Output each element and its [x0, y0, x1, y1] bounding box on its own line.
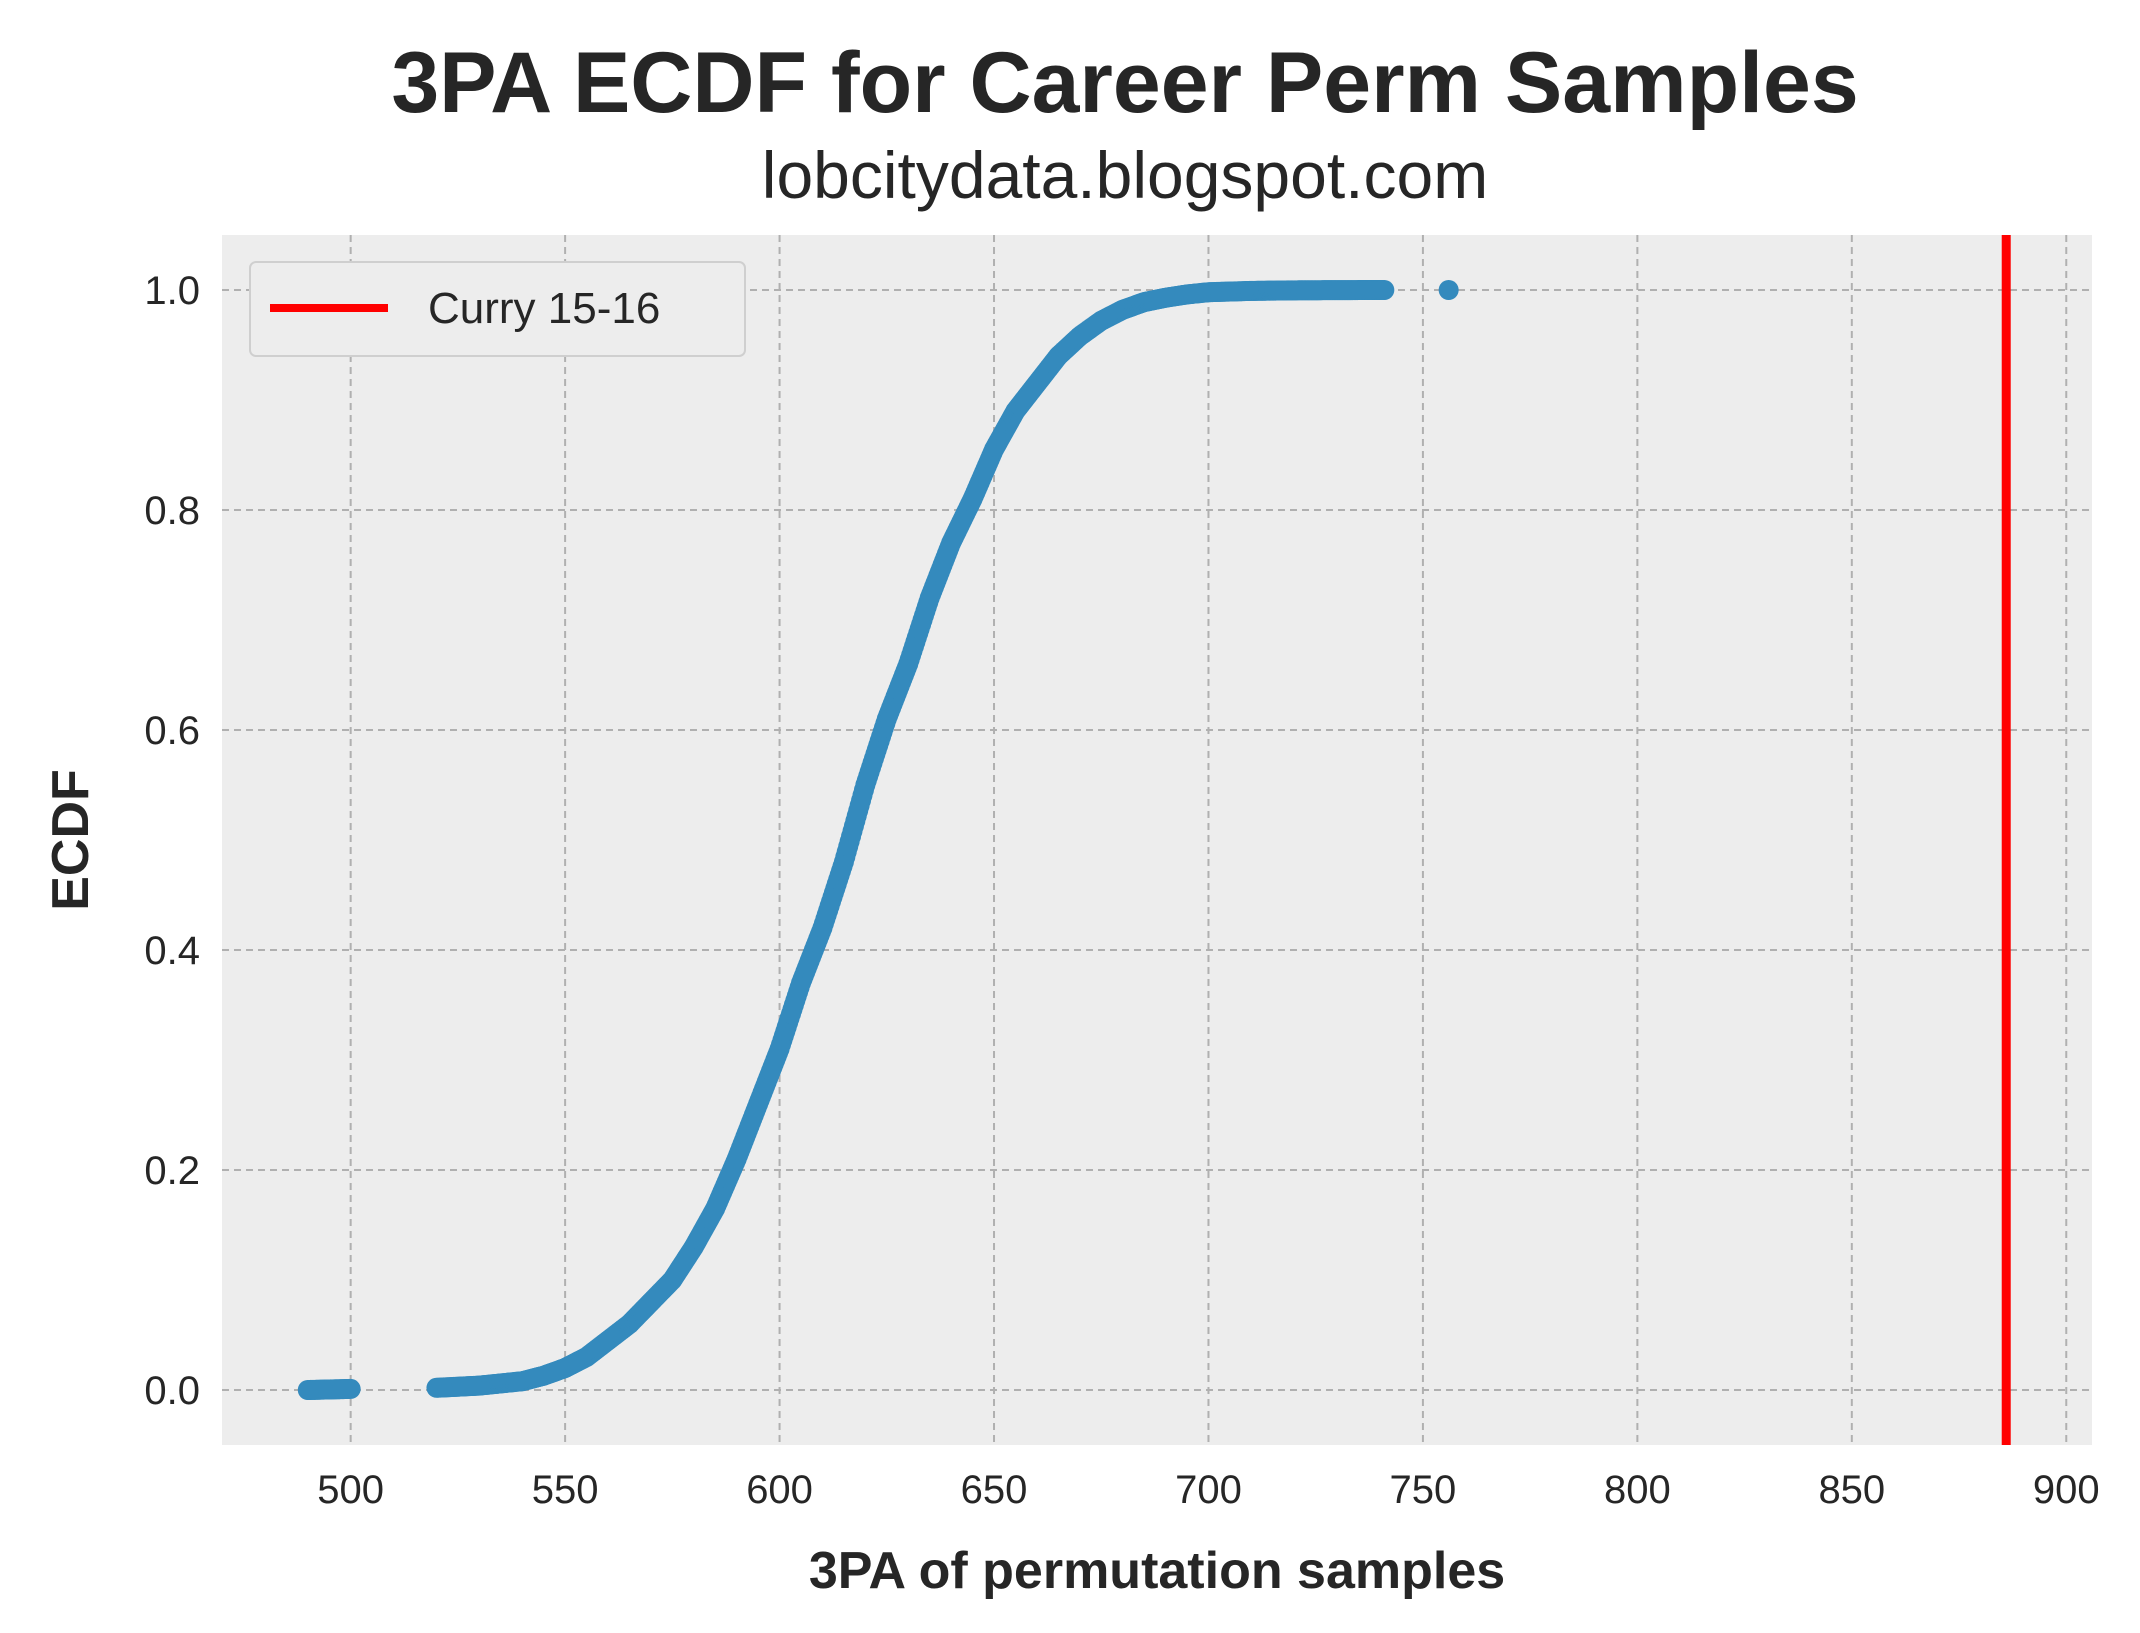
x-tick-label: 550 [532, 1468, 599, 1512]
y-axis-label: ECDF [42, 769, 100, 911]
chart-title: 3PA ECDF for Career Perm Samples [391, 35, 1858, 131]
grid-lines [222, 235, 2092, 1445]
x-tick-label: 500 [317, 1468, 384, 1512]
y-tick-label: 0.4 [144, 929, 200, 973]
legend: Curry 15-16 [249, 261, 746, 357]
data-series [297, 235, 2011, 1445]
ecdf-point [1438, 280, 1459, 300]
x-tick-label: 850 [1818, 1468, 1885, 1512]
legend-label-curry: Curry 15-16 [428, 284, 660, 333]
ecdf-point [340, 1378, 361, 1399]
y-tick-label: 1.0 [144, 269, 200, 313]
y-tick-label: 0.0 [144, 1369, 200, 1413]
x-tick-label: 800 [1604, 1468, 1671, 1512]
chart-subtitle: lobcitydata.blogspot.com [762, 138, 1488, 212]
y-tick-label: 0.6 [144, 709, 200, 753]
x-tick-label: 700 [1175, 1468, 1242, 1512]
axis-ticks: 500 550 600 650 700 750 800 850 900 0.0 0.2 0.4 0.6 0… [144, 269, 2099, 1512]
x-tick-label: 900 [2033, 1468, 2100, 1512]
y-tick-label: 0.8 [144, 489, 200, 533]
y-tick-label: 0.2 [144, 1149, 200, 1193]
x-axis-label: 3PA of permutation samples [809, 1542, 1505, 1600]
ecdf-point [1374, 280, 1395, 300]
plot-area [222, 235, 2092, 1445]
x-tick-label: 750 [1390, 1468, 1457, 1512]
legend-box [249, 261, 746, 357]
x-tick-label: 600 [746, 1468, 813, 1512]
x-tick-label: 650 [961, 1468, 1028, 1512]
